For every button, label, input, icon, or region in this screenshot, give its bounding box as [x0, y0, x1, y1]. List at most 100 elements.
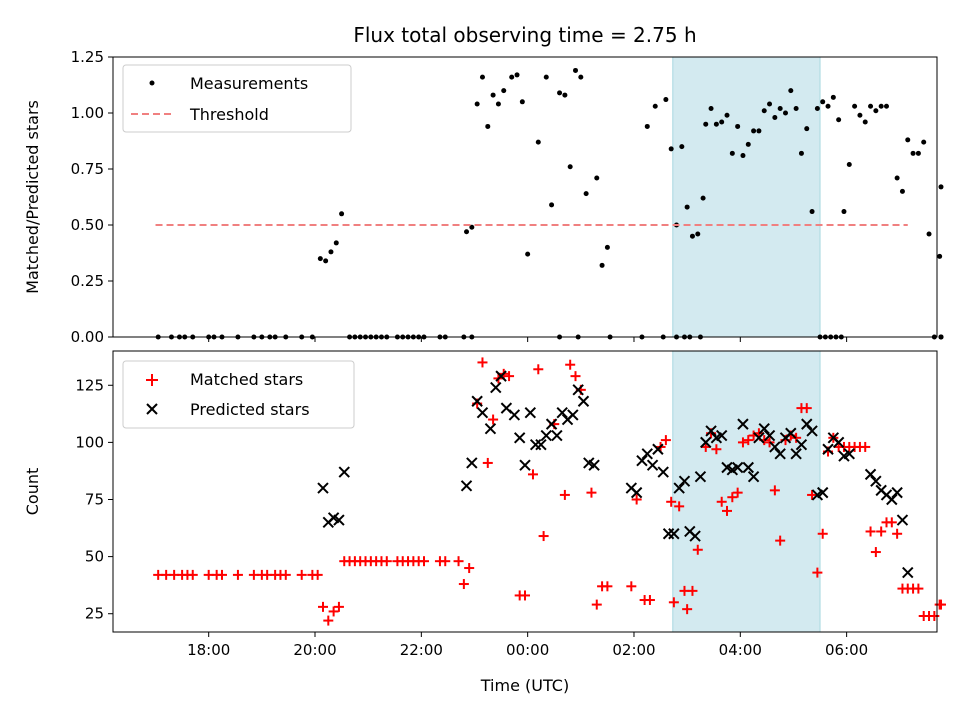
measurement-point: [495, 101, 501, 107]
measurement-point: [464, 229, 470, 235]
matched-star-point: [892, 528, 903, 539]
measurement-point: [583, 191, 589, 197]
y-tick-label: 50: [85, 548, 104, 566]
matched-star-point: [860, 441, 871, 452]
predicted-star-point: [338, 466, 350, 478]
predicted-star-point: [519, 459, 531, 471]
measurement-point: [684, 204, 690, 210]
predicted-star-point: [795, 438, 808, 451]
matched-star-point: [381, 556, 392, 567]
measurement-point: [469, 224, 475, 230]
matched-star-point: [870, 547, 881, 558]
predicted-star-point: [333, 514, 345, 526]
measurement-point: [543, 74, 549, 80]
predicted-star-point: [535, 438, 547, 451]
measurement-point: [894, 175, 900, 181]
measurement-point: [333, 240, 339, 246]
measurement-point: [719, 119, 725, 125]
matched-star-point: [722, 505, 733, 516]
matched-star-point: [187, 569, 198, 580]
matched-star-point: [488, 414, 499, 425]
matched-star-point: [812, 567, 823, 578]
top-panel: 0.00 0.25 0.50 0.75 1.00 1.25 Matched/Predict…: [23, 48, 944, 346]
matched-star-point: [323, 615, 334, 626]
y-tick-label: 25: [85, 605, 104, 623]
x-tick-label: 06:00: [825, 641, 868, 659]
matched-star-point: [296, 569, 307, 580]
measurement-point: [926, 231, 932, 237]
bottom-plot-frame: [112, 350, 938, 633]
top-x-ticks: [208, 337, 848, 342]
legend-matched-marker: [146, 374, 158, 386]
top-legend: Measurements Threshold: [122, 64, 352, 133]
predicted-star-point: [769, 441, 781, 453]
bottom-y-ticks: 25 50 75 100 125: [75, 376, 113, 623]
measurement-point: [557, 90, 563, 96]
measurement-point: [679, 144, 685, 150]
predicted-star-point: [471, 395, 483, 407]
predicted-star-point: [801, 418, 813, 430]
predicted-star-point: [731, 461, 744, 474]
matched-star-point: [876, 526, 887, 537]
matched-star-point: [644, 595, 655, 606]
predicted-star-point: [843, 448, 855, 460]
predicted-star-point: [641, 448, 653, 460]
matched-star-point: [559, 489, 570, 500]
matched-star-point: [477, 357, 488, 368]
matched-star-point: [775, 535, 786, 546]
measurement-point: [562, 92, 568, 98]
predicted-star-point: [886, 493, 898, 506]
measurement-point: [820, 99, 826, 105]
predicted-star-point: [668, 528, 680, 540]
matched-star-point: [520, 590, 530, 601]
measurement-points: [155, 67, 944, 340]
predicted-star-point: [763, 429, 776, 442]
measurement-point: [708, 106, 714, 112]
predicted-star-point: [673, 482, 685, 494]
matched-star-point: [565, 359, 576, 370]
matched-star-point: [727, 492, 738, 503]
predicted-star-point: [490, 381, 502, 394]
measurement-point: [841, 209, 847, 215]
matched-star-point: [527, 469, 538, 480]
matched-star-point: [328, 606, 339, 617]
predicted-star-point: [577, 395, 590, 407]
measurement-point: [663, 97, 669, 103]
predicted-star-point: [484, 422, 497, 435]
predicted-star-point: [466, 457, 478, 469]
measurement-point: [328, 249, 334, 255]
predicted-star-point: [495, 370, 507, 382]
matched-star-point: [538, 531, 549, 542]
y-tick-label: 125: [75, 376, 104, 394]
predicted-star-point: [689, 530, 701, 542]
matched-star-point: [232, 569, 243, 580]
predicted-star-point: [545, 418, 558, 430]
measurement-point: [767, 101, 773, 107]
matched-star-point: [807, 489, 818, 500]
measurement-point: [700, 195, 706, 201]
measurement-point: [689, 233, 695, 239]
predicted-star-point: [588, 459, 600, 471]
measurement-point: [938, 334, 944, 340]
matched-star-point: [769, 485, 780, 496]
matched-star-point: [668, 597, 679, 608]
measurement-point: [713, 121, 719, 127]
measurement-point: [519, 99, 525, 105]
measurement-point: [703, 121, 709, 127]
measurement-point: [549, 202, 555, 208]
x-tick-label: 20:00: [293, 641, 336, 659]
measurement-point: [782, 110, 788, 116]
chart-title: Flux total observing time = 2.75 h: [353, 23, 696, 47]
legend-matched-label: Matched stars: [190, 370, 303, 389]
measurement-point: [652, 103, 658, 109]
bottom-highlight-span: [672, 350, 821, 633]
predicted-star-point: [816, 486, 829, 499]
measurement-point: [490, 92, 496, 98]
predicted-star-point: [524, 406, 537, 419]
top-y-axis-label: Matched/Predicted stars: [23, 100, 42, 294]
predicted-star-point: [662, 528, 675, 540]
top-y-ticks: 0.00 0.25 0.50 0.75 1.00 1.25: [71, 48, 113, 346]
measurement-point: [852, 103, 858, 109]
measurement-point: [317, 256, 323, 262]
predicted-star-point: [864, 468, 877, 481]
